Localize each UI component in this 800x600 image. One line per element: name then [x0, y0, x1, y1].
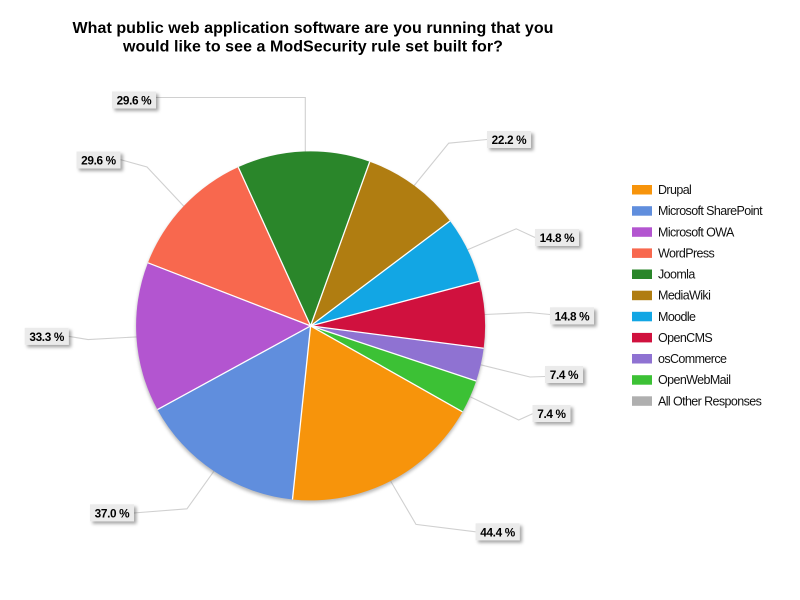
svg-text:Drupal: Drupal [658, 183, 691, 197]
svg-text:Joomla: Joomla [658, 268, 695, 282]
svg-text:What public web application so: What public web application software are… [72, 20, 553, 37]
svg-text:44.4 %: 44.4 % [480, 525, 515, 539]
svg-text:OpenCMS: OpenCMS [658, 331, 712, 345]
svg-text:33.3 %: 33.3 % [29, 330, 64, 344]
svg-text:29.6 %: 29.6 % [117, 94, 152, 108]
svg-text:Moodle: Moodle [658, 310, 696, 324]
svg-text:MediaWiki: MediaWiki [658, 289, 710, 303]
svg-text:22.2 %: 22.2 % [492, 133, 527, 147]
svg-text:Microsoft SharePoint: Microsoft SharePoint [658, 204, 763, 218]
svg-text:Microsoft OWA: Microsoft OWA [658, 225, 735, 239]
svg-text:37.0 %: 37.0 % [95, 506, 130, 520]
svg-text:OpenWebMail: OpenWebMail [658, 373, 730, 387]
svg-text:14.8 %: 14.8 % [555, 309, 590, 323]
svg-text:osCommerce: osCommerce [658, 352, 727, 366]
svg-text:All Other Responses: All Other Responses [658, 394, 762, 408]
svg-text:29.6 %: 29.6 % [81, 154, 116, 168]
svg-text:7.4 %: 7.4 % [550, 368, 579, 382]
svg-text:would like to see a ModSecurit: would like to see a ModSecurity rule set… [122, 38, 503, 55]
svg-text:7.4 %: 7.4 % [537, 407, 566, 421]
svg-text:WordPress: WordPress [658, 246, 715, 260]
svg-text:14.8 %: 14.8 % [540, 231, 575, 245]
